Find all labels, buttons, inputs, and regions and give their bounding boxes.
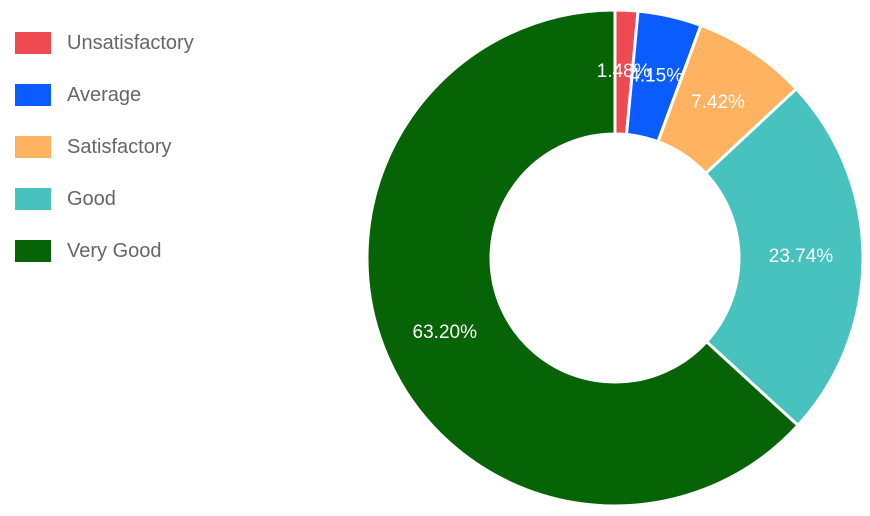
slice-label-unsatisfactory: 1.48% [597,61,651,82]
legend-item-satisfactory[interactable]: Satisfactory [14,134,274,160]
slice-label-very-good: 63.20% [413,322,478,343]
legend-item-unsatisfactory[interactable]: Unsatisfactory [14,30,274,56]
chart-slices [365,8,865,508]
slice-label-good: 23.74% [769,246,834,267]
slice-label-satisfactory: 7.42% [691,92,745,113]
slice-good[interactable] [703,86,865,428]
legend-swatch [14,135,52,159]
legend-swatch [14,187,52,211]
legend-label: Very Good [67,240,162,262]
legend-item-average[interactable]: Average [14,82,274,108]
slice-labels: 1.48%4.15% 7.42% 23.74% 63.20% [413,61,834,343]
legend-swatch [14,83,52,107]
legend-label: Good [67,188,116,210]
chart-legend: Unsatisfactory Average Satisfactory Good Ver… [14,30,274,290]
legend-item-very-good[interactable]: Very Good [14,238,274,264]
legend-label: Unsatisfactory [67,32,194,54]
legend-swatch [14,239,52,263]
slice-label-average: 4.15% [629,66,683,87]
legend-label: Satisfactory [67,136,172,158]
legend-item-good[interactable]: Good [14,186,274,212]
legend-label: Average [67,84,142,106]
legend-swatch [14,31,52,55]
slice-very-good[interactable] [365,8,801,508]
